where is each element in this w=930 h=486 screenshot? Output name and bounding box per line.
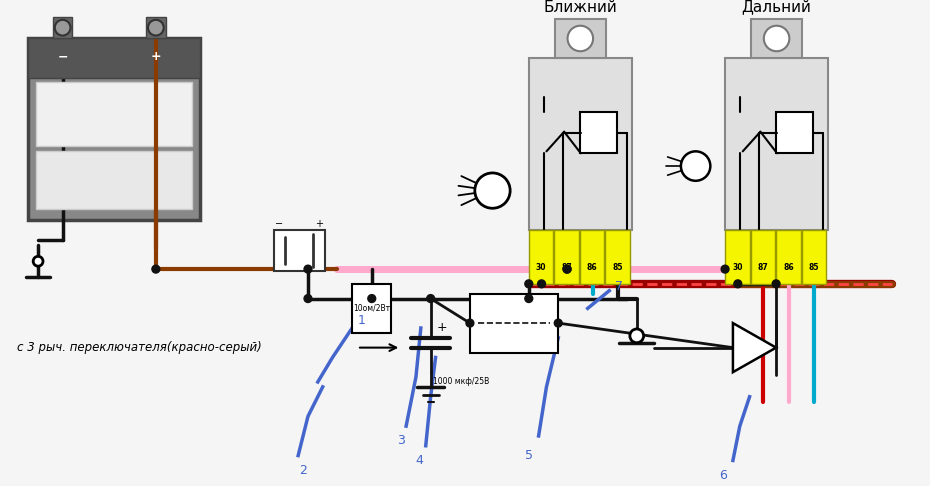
Text: 87: 87 xyxy=(757,263,768,272)
Bar xyxy=(53,17,73,38)
Circle shape xyxy=(148,20,164,35)
Bar xyxy=(28,38,200,220)
Circle shape xyxy=(554,319,562,327)
Bar xyxy=(146,17,166,38)
Text: +: + xyxy=(437,322,447,334)
Bar xyxy=(554,230,578,284)
Bar xyxy=(529,58,631,230)
Bar xyxy=(529,230,553,284)
Bar xyxy=(579,112,618,153)
Bar xyxy=(36,82,193,146)
Circle shape xyxy=(475,173,511,208)
Circle shape xyxy=(427,295,434,302)
Circle shape xyxy=(33,256,43,266)
Circle shape xyxy=(564,265,571,273)
Text: 1000 мкф/25В: 1000 мкф/25В xyxy=(432,378,489,386)
Circle shape xyxy=(55,20,71,35)
Bar xyxy=(470,294,558,352)
Circle shape xyxy=(152,265,160,273)
Text: 1: 1 xyxy=(358,313,365,327)
Circle shape xyxy=(525,295,533,302)
Bar xyxy=(777,230,801,284)
Text: +: + xyxy=(151,50,161,63)
Circle shape xyxy=(466,319,473,327)
Text: −: − xyxy=(275,219,284,229)
Bar xyxy=(725,58,828,230)
Circle shape xyxy=(368,295,376,302)
Text: 10ом/2Вт: 10ом/2Вт xyxy=(353,304,391,313)
Circle shape xyxy=(567,26,593,51)
Bar xyxy=(605,230,630,284)
Text: −: − xyxy=(58,50,68,63)
Circle shape xyxy=(538,280,546,288)
Text: с 3 рыч. переключателя(красно-серый): с 3 рыч. переключателя(красно-серый) xyxy=(17,341,261,354)
Circle shape xyxy=(564,265,571,273)
Bar xyxy=(751,19,803,58)
Text: 85: 85 xyxy=(612,263,623,272)
Circle shape xyxy=(525,280,533,288)
Polygon shape xyxy=(733,323,777,372)
Circle shape xyxy=(734,280,742,288)
Bar xyxy=(352,284,392,333)
Bar xyxy=(777,112,814,153)
Circle shape xyxy=(630,329,644,343)
Text: 85: 85 xyxy=(809,263,819,272)
Circle shape xyxy=(772,280,780,288)
Text: 3: 3 xyxy=(397,434,405,447)
Bar xyxy=(28,38,200,78)
Text: 30: 30 xyxy=(732,263,742,272)
Text: 86: 86 xyxy=(587,263,597,272)
Circle shape xyxy=(304,295,312,302)
Bar xyxy=(554,19,606,58)
Text: 30: 30 xyxy=(536,263,546,272)
Text: 4: 4 xyxy=(415,454,423,467)
Circle shape xyxy=(304,265,312,273)
Circle shape xyxy=(681,151,711,181)
Text: 86: 86 xyxy=(783,263,793,272)
Bar xyxy=(579,230,604,284)
Bar xyxy=(273,230,325,271)
Text: 87: 87 xyxy=(561,263,572,272)
Bar xyxy=(36,151,193,209)
Text: 7: 7 xyxy=(615,280,623,293)
Text: 6: 6 xyxy=(719,469,727,482)
Text: 5: 5 xyxy=(525,449,533,462)
Circle shape xyxy=(721,265,729,273)
Bar xyxy=(725,230,750,284)
Text: Ближний: Ближний xyxy=(543,0,618,15)
Text: 2: 2 xyxy=(299,464,307,477)
Text: Дальний: Дальний xyxy=(741,0,812,15)
Bar xyxy=(751,230,775,284)
Circle shape xyxy=(764,26,790,51)
Text: +: + xyxy=(314,219,323,229)
Bar xyxy=(802,230,826,284)
